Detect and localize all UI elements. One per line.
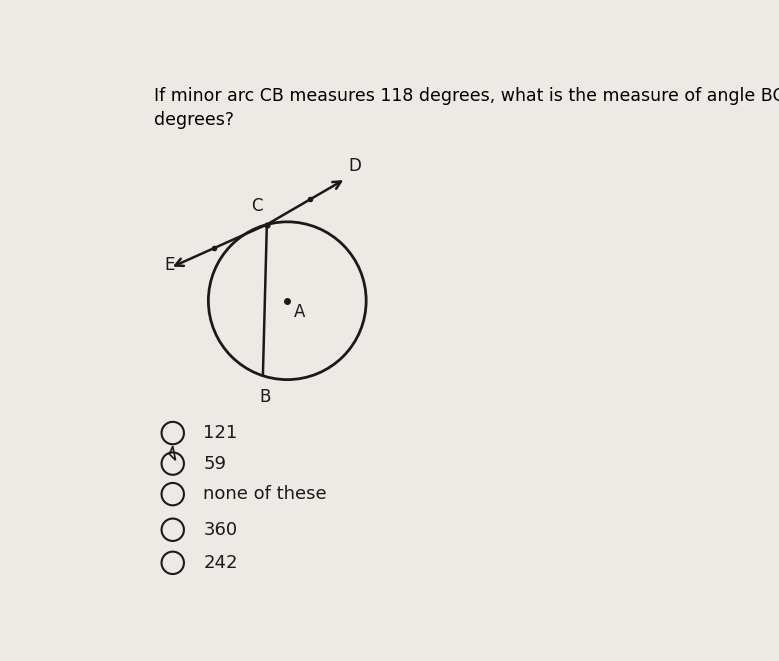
Text: 360: 360: [203, 521, 238, 539]
Text: If minor arc CB measures 118 degrees, what is the measure of angle BCD in * 1
de: If minor arc CB measures 118 degrees, wh…: [154, 87, 779, 128]
Text: 121: 121: [203, 424, 238, 442]
Text: 242: 242: [203, 554, 238, 572]
Text: D: D: [348, 157, 361, 175]
Text: B: B: [259, 389, 271, 407]
Text: E: E: [165, 256, 175, 274]
Text: A: A: [294, 303, 305, 321]
Text: 59: 59: [203, 455, 226, 473]
Text: C: C: [252, 198, 263, 215]
Text: none of these: none of these: [203, 485, 327, 503]
